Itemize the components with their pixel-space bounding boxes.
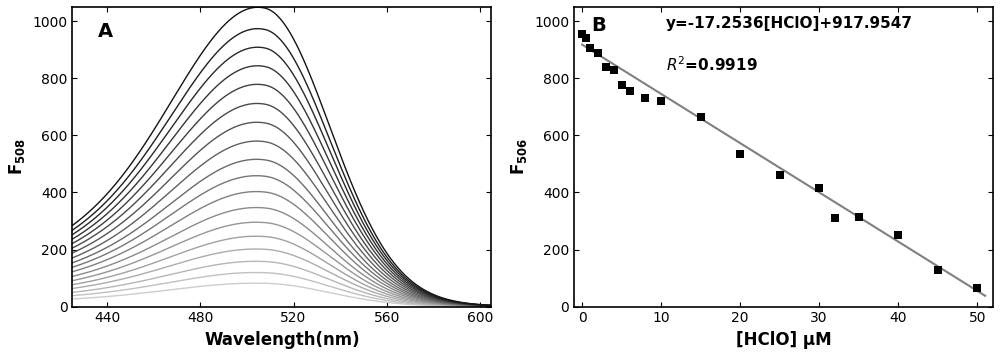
Point — [772, 173, 788, 178]
Point — [582, 46, 598, 51]
Point — [890, 232, 906, 238]
X-axis label: Wavelength(nm): Wavelength(nm) — [204, 331, 360, 349]
Point — [590, 50, 606, 56]
Point — [598, 64, 614, 70]
Point — [930, 267, 946, 272]
Y-axis label: $\mathregular{F_{506}}$: $\mathregular{F_{506}}$ — [509, 138, 529, 176]
Point — [693, 114, 709, 120]
Point — [732, 151, 748, 157]
Point — [653, 98, 669, 104]
Point — [969, 285, 985, 291]
Point — [606, 67, 622, 73]
Point — [851, 214, 867, 220]
Text: A: A — [98, 22, 113, 41]
Point — [637, 95, 653, 101]
Text: B: B — [591, 16, 606, 35]
Point — [578, 36, 594, 41]
Point — [622, 88, 638, 94]
X-axis label: [HClO] μM: [HClO] μM — [736, 331, 831, 349]
Point — [811, 185, 827, 191]
Y-axis label: $\mathregular{F_{508}}$: $\mathregular{F_{508}}$ — [7, 138, 27, 176]
Point — [614, 83, 630, 88]
Text: $\mathit{R}^2$=0.9919: $\mathit{R}^2$=0.9919 — [666, 55, 758, 74]
Point — [827, 215, 843, 221]
Point — [574, 31, 590, 37]
Text: y=-17.2536[HClO]+917.9547: y=-17.2536[HClO]+917.9547 — [666, 16, 913, 31]
